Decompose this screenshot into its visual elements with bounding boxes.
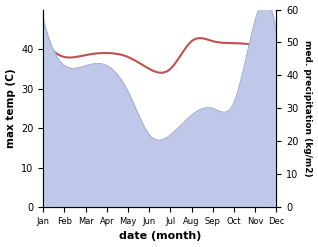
Y-axis label: med. precipitation (kg/m2): med. precipitation (kg/m2) <box>303 40 313 177</box>
Y-axis label: max temp (C): max temp (C) <box>5 69 16 148</box>
X-axis label: date (month): date (month) <box>119 231 201 242</box>
